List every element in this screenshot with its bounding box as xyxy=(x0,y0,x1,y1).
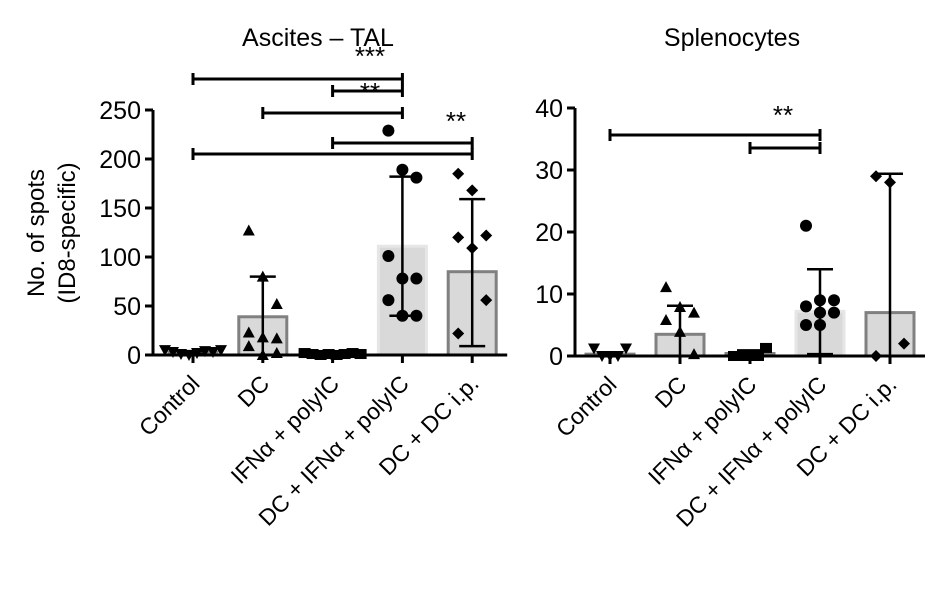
x-tick-label: DC xyxy=(650,371,692,413)
data-point xyxy=(884,176,896,189)
significance-label: ** xyxy=(773,100,793,130)
data-point xyxy=(660,314,672,326)
data-point xyxy=(674,301,686,313)
data-point xyxy=(242,326,255,338)
y-tick-label: 20 xyxy=(535,219,563,247)
x-tick-label: Control xyxy=(134,370,205,441)
chart-title: Ascites – TAL xyxy=(242,24,394,52)
data-point xyxy=(814,319,826,331)
data-point xyxy=(410,272,423,285)
y-tick-label: 250 xyxy=(99,97,141,125)
data-point xyxy=(466,184,479,197)
significance-label: ** xyxy=(360,77,380,107)
y-axis-label: No. of spots xyxy=(23,169,50,297)
data-point xyxy=(620,343,632,355)
panel-ascites: Ascites – TAL No. of spots (ID8-specific… xyxy=(23,24,508,531)
data-point xyxy=(270,332,283,344)
y-tick-label: 50 xyxy=(113,293,141,321)
data-point xyxy=(207,347,219,359)
data-point xyxy=(898,337,910,350)
x-tick-label: DC xyxy=(232,370,274,412)
data-point xyxy=(466,242,479,255)
data-point xyxy=(814,306,826,319)
data-point xyxy=(674,325,686,337)
data-point xyxy=(242,340,255,352)
data-point xyxy=(828,294,840,307)
data-point xyxy=(688,306,700,318)
data-point xyxy=(814,294,826,307)
data-point xyxy=(382,294,395,307)
y-tick-label: 40 xyxy=(535,95,563,123)
y-tick-label: 10 xyxy=(535,281,563,309)
data-point xyxy=(298,348,311,359)
data-point xyxy=(760,342,772,353)
data-point xyxy=(396,272,409,285)
data-point xyxy=(452,327,465,340)
data-point xyxy=(346,348,359,359)
data-point xyxy=(256,270,269,282)
chart-title: Splenocytes xyxy=(664,24,800,52)
data-point xyxy=(452,231,465,244)
data-point xyxy=(396,309,409,322)
y-tick-label: 150 xyxy=(99,195,141,223)
data-point xyxy=(410,309,423,322)
data-point xyxy=(588,343,600,355)
data-point xyxy=(800,300,812,313)
data-point xyxy=(382,124,395,137)
data-point xyxy=(452,167,465,180)
data-point xyxy=(256,331,269,343)
data-point xyxy=(382,250,395,263)
data-point xyxy=(410,171,423,184)
data-point xyxy=(215,345,227,357)
data-point xyxy=(396,163,409,176)
data-point xyxy=(800,319,812,331)
data-point xyxy=(828,306,840,319)
data-point xyxy=(660,281,672,293)
data-point xyxy=(800,219,812,232)
data-point xyxy=(242,224,255,236)
data-point xyxy=(270,298,283,310)
significance-label: ** xyxy=(446,106,466,136)
y-tick-label: 100 xyxy=(99,244,141,272)
significance-label: *** xyxy=(355,41,385,71)
y-axis-label-secondary: (ID8-specific) xyxy=(54,162,81,303)
x-tick-label: Control xyxy=(551,371,622,442)
data-point xyxy=(480,229,493,242)
y-tick-label: 200 xyxy=(99,146,141,174)
y-tick-label: 0 xyxy=(127,342,141,370)
y-tick-label: 30 xyxy=(535,157,563,185)
y-tick-label: 0 xyxy=(549,343,563,371)
data-point xyxy=(870,170,882,183)
data-point xyxy=(480,294,493,307)
